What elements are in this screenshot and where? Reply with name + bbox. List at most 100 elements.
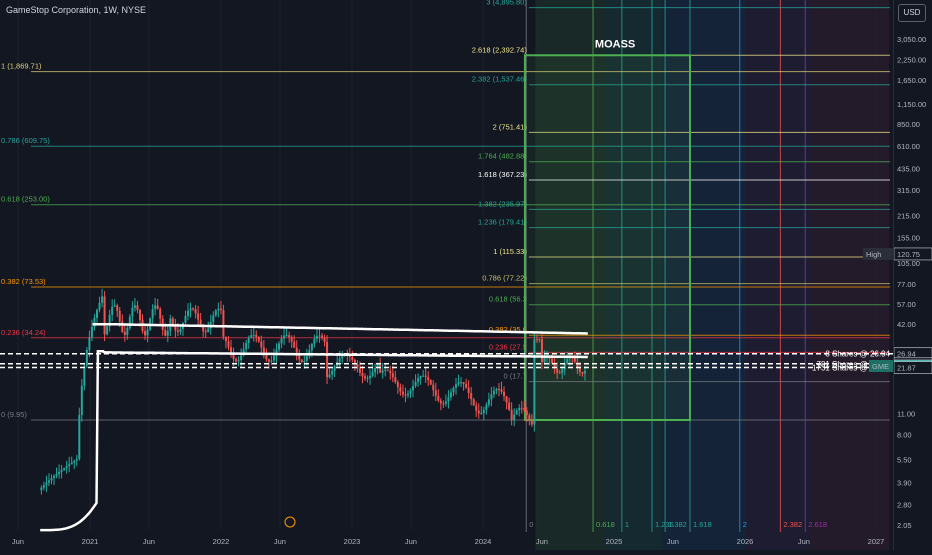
fib-right-label: 1 (115.33) <box>493 247 527 256</box>
x-tick-label: Jun <box>798 537 810 546</box>
candle-body <box>78 414 81 460</box>
candle-body <box>500 389 503 392</box>
candle-body <box>80 385 83 415</box>
candle-body <box>199 319 202 327</box>
candle-body <box>475 405 478 411</box>
candle-body <box>83 365 86 386</box>
candle-body <box>68 464 71 467</box>
candle-body <box>184 315 187 323</box>
candle-body <box>252 334 255 336</box>
candle-body <box>138 309 141 321</box>
fib-right-label: 1.764 (482.88) <box>478 152 527 161</box>
candle-body <box>47 480 50 483</box>
candle-body <box>462 382 465 384</box>
fib-time-zone-label: 0 <box>529 520 533 529</box>
candle-body <box>303 360 306 363</box>
price-badge-tag <box>863 247 893 260</box>
candle-body <box>217 308 220 311</box>
fib-right-label: 2.618 (2,392.74) <box>472 45 528 54</box>
candle-body <box>447 397 450 402</box>
candle-body <box>227 341 230 348</box>
x-tick-label: Jun <box>667 537 679 546</box>
candle-body <box>503 391 506 397</box>
candle-body <box>515 410 518 415</box>
y-tick-label: 11.00 <box>897 409 915 418</box>
candle-body <box>101 296 104 303</box>
candle-body <box>106 326 109 335</box>
fib-time-zone-label: 1.236 <box>655 520 674 529</box>
candle-body <box>116 305 119 311</box>
candle-body <box>154 305 157 309</box>
fib-time-zone-label: 1.618 <box>693 520 712 529</box>
candle-body <box>156 305 159 310</box>
candle-body <box>331 370 334 375</box>
candle-body <box>298 354 301 360</box>
candle-body <box>247 338 250 343</box>
candle-body <box>45 482 48 486</box>
x-tick-label: 2025 <box>606 537 623 546</box>
fib-right-label: 0.236 (27.5 <box>489 342 527 351</box>
candle-body <box>396 381 399 388</box>
candle-body <box>240 355 243 361</box>
y-tick-label: 2.05 <box>897 521 912 530</box>
y-tick-label: 105.00 <box>897 259 920 268</box>
candle-body <box>133 305 136 308</box>
candle-body <box>348 355 351 357</box>
candle-body <box>65 466 68 468</box>
candle-body <box>189 308 192 311</box>
candle-body <box>108 314 111 327</box>
fib-right-label: 0.618 (56.3 <box>489 295 527 304</box>
candle-body <box>409 390 412 394</box>
candle-body <box>477 410 480 414</box>
fib-right-label: 1.236 (179.41) <box>478 218 527 227</box>
candle-body <box>318 335 321 337</box>
fib-right-label: 0.786 (77.22) <box>482 274 527 283</box>
price-badge-value: 21.87 <box>897 364 916 373</box>
candle-body <box>295 347 298 355</box>
candle-body <box>192 308 195 310</box>
candle-body <box>553 363 556 369</box>
candle-body <box>144 330 147 336</box>
candle-body <box>214 310 217 316</box>
currency-button[interactable]: USD <box>898 4 926 22</box>
candle-body <box>510 409 513 420</box>
candle-body <box>219 308 222 311</box>
candle-body <box>528 415 531 421</box>
candle-body <box>315 335 318 339</box>
candle-body <box>391 373 394 378</box>
candle-body <box>543 357 546 363</box>
fib-right-label: 1.382 (235.97) <box>478 199 527 208</box>
candle-body <box>85 350 88 366</box>
fib-right-label: 2 (751.41) <box>493 122 528 131</box>
x-tick-label: Jun <box>12 537 24 546</box>
candle-body <box>326 341 329 378</box>
candle-body <box>556 368 559 373</box>
fib-right-label: 2.382 (1,537.46) <box>472 75 528 84</box>
price-badge <box>893 247 932 261</box>
candle-body <box>363 376 366 379</box>
fib-left-label: 1 (1,869.71) <box>1 62 42 71</box>
price-badge-value: 120.75 <box>897 250 920 259</box>
candle-body <box>429 380 432 385</box>
candle-body <box>305 356 308 361</box>
y-tick-label: 1,650.00 <box>897 76 926 85</box>
x-tick-label: 2027 <box>868 537 885 546</box>
candle-body <box>394 377 397 382</box>
x-tick-label: Jun <box>536 537 548 546</box>
candle-body <box>164 329 167 336</box>
candle-body <box>480 413 483 415</box>
candle-body <box>123 331 126 335</box>
candle-body <box>495 388 498 391</box>
candle-body <box>288 335 291 338</box>
candle-body <box>128 316 131 328</box>
y-tick-label: 42.00 <box>897 320 916 329</box>
candle-body <box>482 409 485 414</box>
candle-body <box>260 341 263 348</box>
candle-body <box>551 358 554 364</box>
candle-body <box>237 360 240 362</box>
fib-time-zone-label: 2.382 <box>783 520 802 529</box>
y-tick-label: 3.90 <box>897 478 912 487</box>
candle-body <box>578 367 581 372</box>
